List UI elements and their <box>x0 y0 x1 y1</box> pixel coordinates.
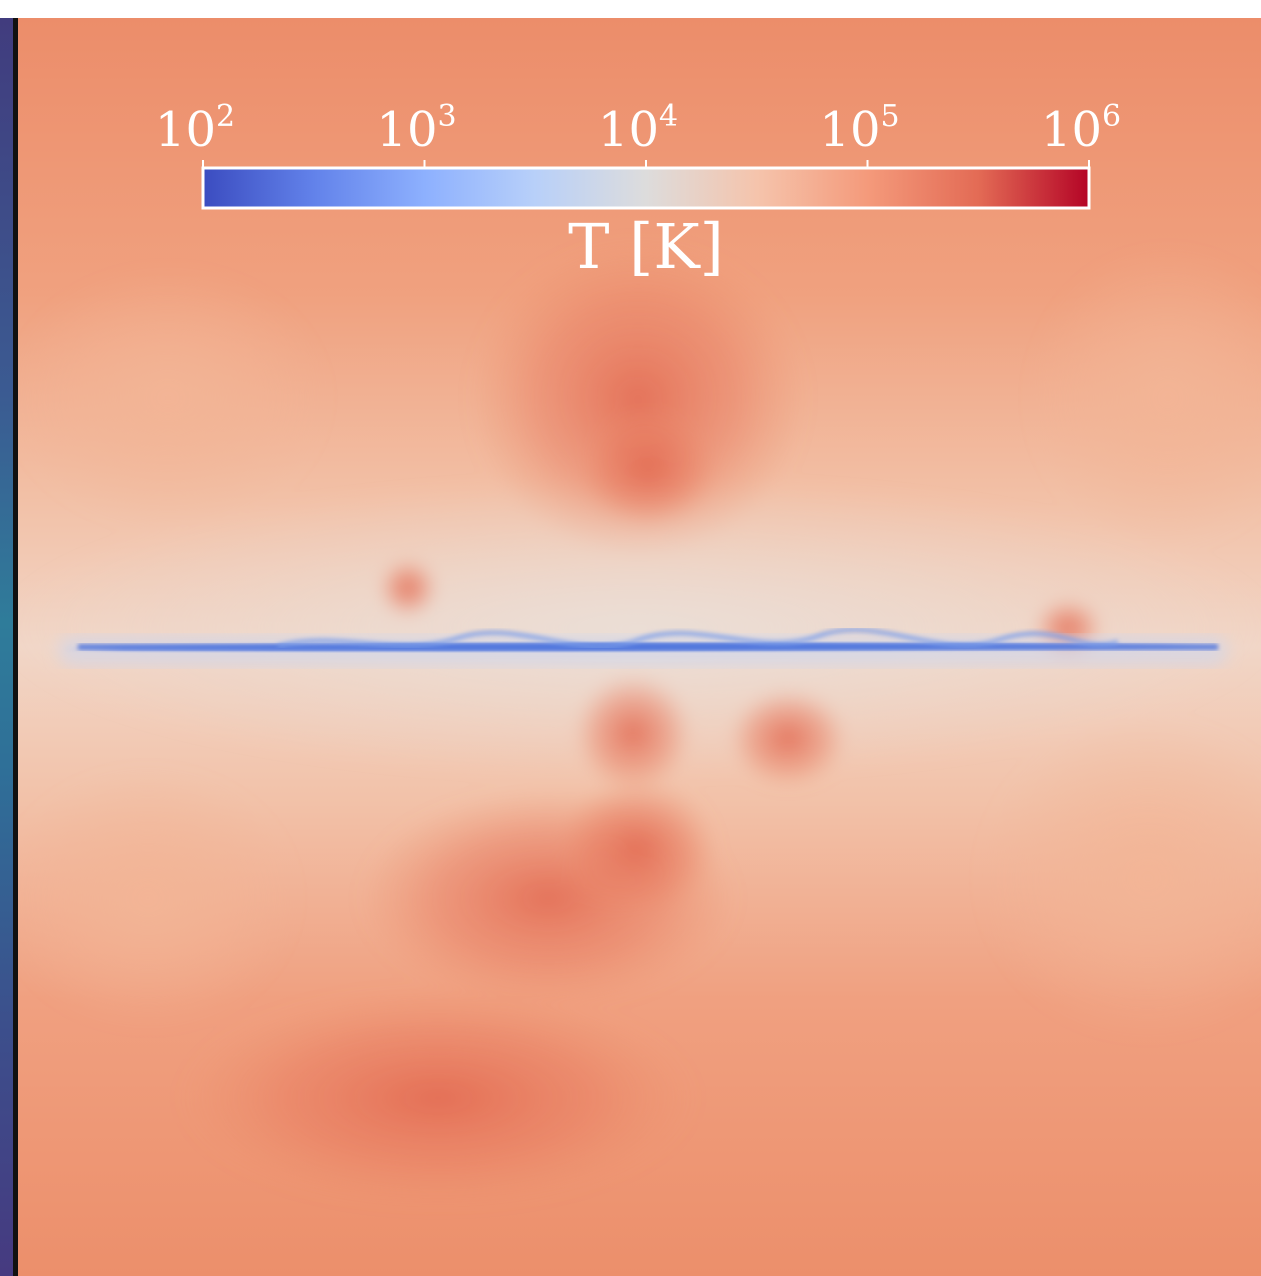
colorbar-tick-label-1: 103 <box>376 99 456 158</box>
colorbar-ticks: 102 103 104 105 106 <box>155 99 1121 168</box>
cold-disk <box>58 627 1228 666</box>
colorbar-label: T [K] <box>568 210 724 283</box>
temperature-slice-plot: 102 103 104 105 106 T [K] <box>18 18 1261 1276</box>
colorbar-tick-label-4: 106 <box>1041 99 1121 158</box>
colorbar-tick-label-3: 105 <box>819 99 899 158</box>
panel-divider <box>13 18 18 1276</box>
colorbar: 102 103 104 105 106 T [K] <box>155 99 1121 283</box>
temperature-map: 102 103 104 105 106 T [K] <box>18 18 1261 1276</box>
halo-structure <box>18 238 1261 1208</box>
colorbar-tick-label-0: 102 <box>155 99 235 158</box>
colorbar-gradient <box>201 166 1091 210</box>
adjacent-panel-edge <box>0 18 13 1276</box>
disk-turbulence <box>277 627 1119 649</box>
colorbar-tick-label-2: 104 <box>598 99 678 158</box>
